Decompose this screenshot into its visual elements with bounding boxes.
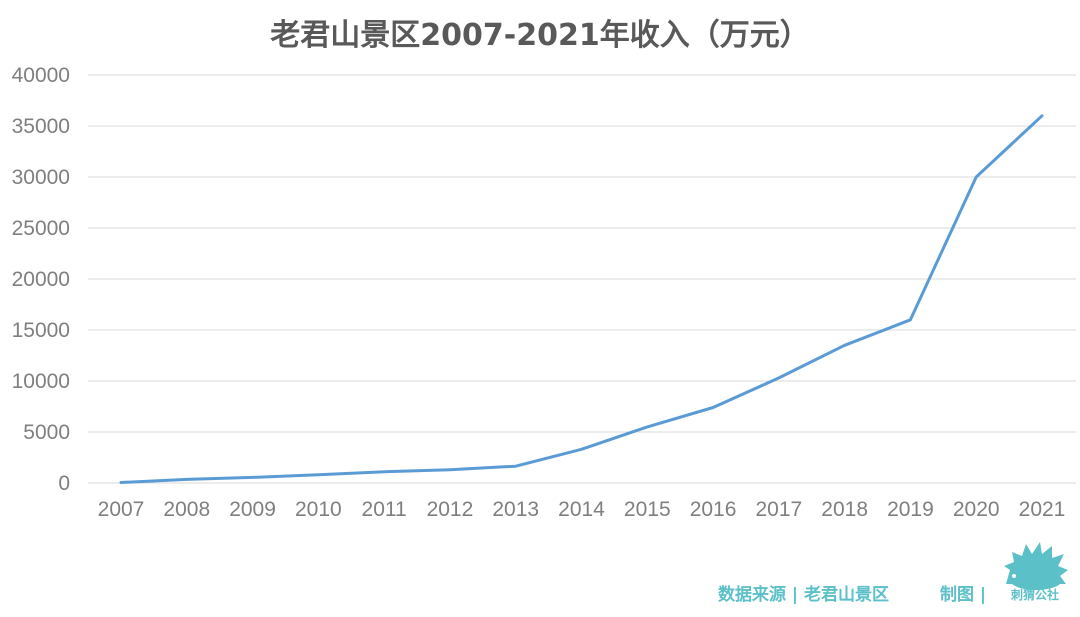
x-tick-label: 2011	[362, 498, 407, 521]
y-tick-label: 30000	[12, 166, 70, 189]
x-tick-label: 2018	[821, 498, 868, 521]
x-tick-label: 2014	[558, 498, 605, 521]
x-tick-label: 2021	[1019, 498, 1066, 521]
hedgehog-logo-icon	[1004, 542, 1068, 590]
x-tick-label: 2019	[887, 498, 934, 521]
y-tick-label: 35000	[12, 115, 70, 138]
logo-text: 刺猬公社	[1010, 588, 1059, 602]
y-tick-label: 40000	[12, 64, 70, 87]
x-tick-label: 2016	[690, 498, 737, 521]
y-tick-label: 15000	[12, 319, 70, 342]
series-line	[119, 114, 1044, 484]
y-tick-label: 0	[58, 472, 70, 495]
x-tick-label: 2010	[295, 498, 342, 521]
x-tick-label: 2012	[427, 498, 474, 521]
y-tick-label: 25000	[12, 217, 70, 240]
x-tick-label: 2017	[755, 498, 802, 521]
x-tick-label: 2020	[953, 498, 1000, 521]
x-tick-label: 2008	[163, 498, 210, 521]
chart-title: 老君山景区2007-2021年收入（万元）	[270, 18, 810, 53]
y-tick-label: 10000	[12, 370, 70, 393]
x-tick-label: 2015	[624, 498, 671, 521]
x-tick-label: 2007	[98, 498, 145, 521]
credit-label: 制图 |	[940, 585, 987, 605]
y-tick-label: 20000	[12, 268, 70, 291]
x-tick-label: 2009	[229, 498, 276, 521]
y-tick-label: 5000	[23, 421, 70, 444]
x-tick-label: 2013	[492, 498, 539, 521]
data-source-note: 数据来源 | 老君山景区	[718, 585, 890, 605]
